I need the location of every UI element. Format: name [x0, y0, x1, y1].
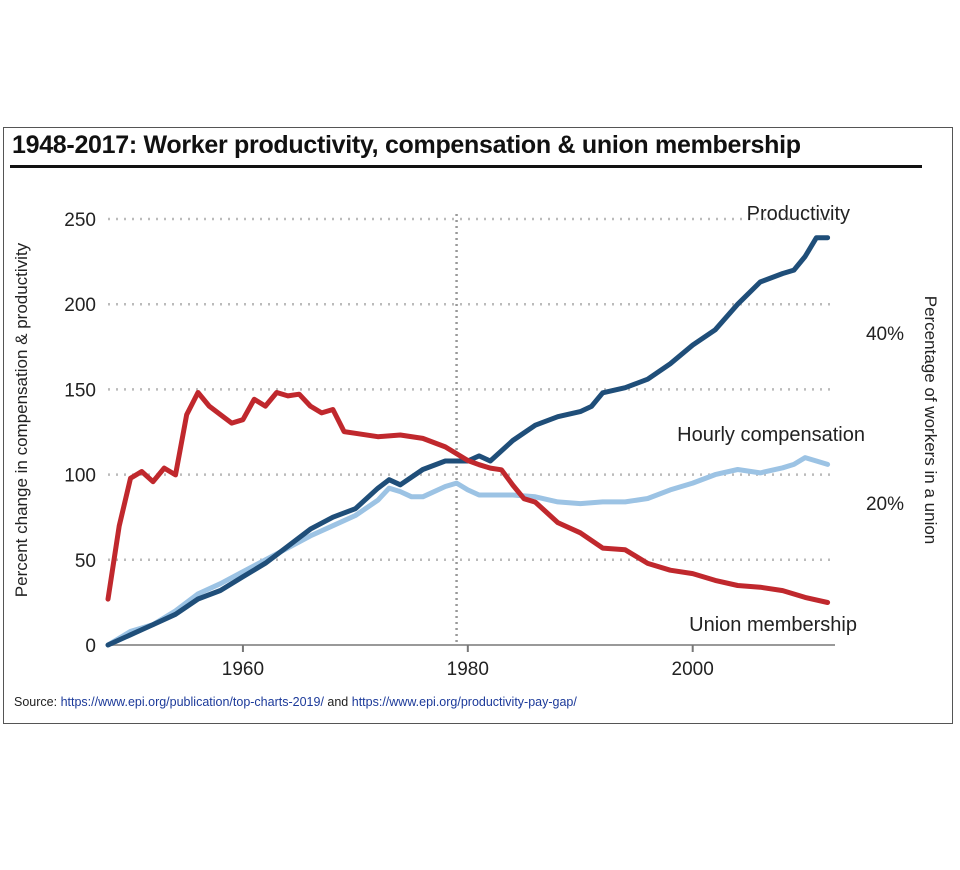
x-tick-label: 1980: [447, 659, 489, 680]
x-tick-label: 1960: [222, 659, 264, 680]
series-label: Union membership: [689, 614, 857, 636]
y-tick-label: 200: [64, 295, 96, 316]
source-prefix: Source:: [14, 695, 58, 709]
y-tick-label: 150: [64, 380, 96, 401]
series-label: Productivity: [747, 203, 850, 225]
chart-frame: [3, 127, 953, 724]
series-line-hourly-compensation: [105, 455, 831, 648]
y-tick-label: 50: [75, 551, 96, 572]
source-joiner: and: [327, 695, 349, 709]
series-label: Hourly compensation: [677, 424, 865, 446]
series-line-union-membership: [105, 390, 831, 605]
y-right-tick-label: 20%: [866, 494, 904, 515]
source-link-top-charts[interactable]: https://www.epi.org/publication/top-char…: [60, 695, 324, 709]
source-link-pay-gap[interactable]: https://www.epi.org/productivity-pay-gap…: [351, 695, 577, 709]
source-note: Source: https://www.epi.org/publication/…: [14, 695, 577, 709]
y-right-tick-label: 40%: [866, 324, 904, 345]
y-tick-label: 100: [64, 466, 96, 487]
y-tick-label: 250: [64, 210, 96, 231]
title-underline: [10, 165, 922, 168]
x-tick-label: 2000: [672, 659, 714, 680]
y-tick-label: 0: [85, 636, 96, 657]
series-line-productivity: [105, 235, 831, 648]
chart-title: 1948-2017: Worker productivity, compensa…: [12, 131, 801, 159]
